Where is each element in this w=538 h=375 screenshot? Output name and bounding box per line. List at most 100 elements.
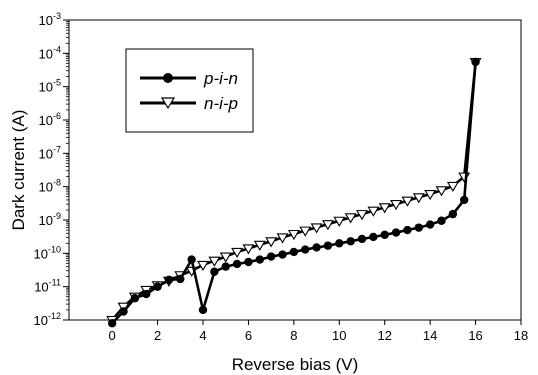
data-point-p-i-n: [437, 216, 446, 225]
data-point-n-i-p: [242, 244, 255, 255]
data-point-n-i-p: [390, 200, 403, 211]
data-point-p-i-n: [266, 252, 276, 261]
legend-box: [125, 48, 254, 133]
y-tick-base: 10: [39, 13, 53, 28]
y-tick-label: 10-6: [39, 111, 61, 128]
y-tick-base: 10: [39, 80, 53, 95]
data-point-n-i-p: [424, 190, 437, 201]
y-tick-label: 10-4: [39, 44, 61, 61]
data-point-n-i-p: [197, 260, 209, 271]
data-point-n-i-p: [446, 181, 459, 193]
y-tick-base: 10: [34, 246, 48, 261]
legend-marker-n-i-p: [160, 97, 176, 110]
y-tick-base: 10: [39, 46, 53, 61]
data-point-n-i-p: [276, 233, 289, 244]
data-point-p-i-n: [357, 234, 367, 244]
data-point-p-i-n: [301, 245, 310, 254]
data-point-p-i-n: [278, 250, 287, 259]
legend: p-i-n n-i-p: [125, 48, 254, 133]
data-point-p-i-n: [448, 209, 458, 219]
x-tick-label: 10: [332, 328, 346, 343]
data-point-n-i-p: [321, 220, 334, 231]
data-point-n-i-p: [219, 252, 232, 263]
data-point-p-i-n: [130, 294, 140, 303]
x-tick-label: 0: [109, 328, 116, 343]
y-tick-base: 10: [39, 213, 53, 228]
data-point-p-i-n: [335, 239, 344, 248]
y-tick-label: 10-9: [39, 211, 61, 228]
data-point-p-i-n: [232, 259, 242, 269]
y-tick-exponent: -6: [53, 111, 61, 121]
x-tick-label: 4: [199, 328, 206, 343]
data-point-n-i-p: [299, 226, 312, 237]
data-point-n-i-p: [253, 240, 266, 251]
data-point-p-i-n: [471, 57, 480, 67]
y-tick-base: 10: [39, 180, 53, 195]
x-tick-label: 2: [154, 328, 161, 343]
y-tick-exponent: -11: [49, 278, 61, 288]
data-point-p-i-n: [312, 243, 321, 252]
x-tick-label: 6: [245, 328, 252, 343]
legend-marker-p-i-n: [163, 73, 173, 83]
y-tick-label: 10-10: [34, 244, 61, 261]
data-point-n-i-p: [401, 196, 414, 207]
y-tick-exponent: -8: [53, 178, 61, 188]
x-axis-ticks: 0 2 4 6 8 10 12 14 16 18: [109, 320, 528, 343]
y-tick-exponent: -5: [53, 78, 61, 88]
data-point-p-i-n: [323, 241, 333, 250]
data-point-n-i-p: [287, 229, 300, 241]
data-point-n-i-p: [435, 186, 448, 197]
data-point-p-i-n: [425, 220, 435, 229]
data-point-p-i-n: [187, 255, 196, 264]
data-point-n-i-p: [367, 206, 380, 217]
x-tick-label: 14: [423, 328, 437, 343]
data-point-n-i-p: [378, 203, 391, 214]
data-point-p-i-n: [198, 305, 208, 315]
y-axis-ticks: 10-1210-1110-1010-910-810-710-610-510-41…: [34, 11, 69, 328]
legend-label-p-i-n: p-i-n: [203, 69, 238, 88]
y-axis-title: Dark current (A): [9, 110, 28, 231]
data-point-p-i-n: [414, 223, 423, 232]
y-tick-exponent: -4: [53, 44, 61, 54]
y-tick-exponent: -10: [48, 244, 61, 254]
data-point-p-i-n: [391, 228, 401, 237]
y-tick-label: 10-11: [34, 278, 61, 295]
series-layer: [106, 57, 482, 328]
y-tick-exponent: -3: [53, 11, 61, 21]
x-tick-label: 18: [514, 328, 528, 343]
y-tick-label: 10-3: [39, 11, 61, 28]
data-point-p-i-n: [403, 225, 412, 235]
y-tick-base: 10: [34, 313, 48, 328]
data-point-n-i-p: [208, 256, 221, 267]
data-point-n-i-p: [265, 237, 278, 248]
y-tick-label: 10-7: [39, 144, 61, 161]
data-point-n-i-p: [412, 193, 425, 204]
data-point-n-i-p: [231, 247, 244, 259]
data-point-p-i-n: [107, 319, 117, 328]
y-tick-exponent: -7: [53, 144, 61, 154]
data-point-p-i-n: [210, 267, 219, 276]
data-point-p-i-n: [244, 257, 253, 267]
y-tick-exponent: -12: [48, 311, 61, 321]
data-point-n-i-p: [333, 216, 346, 227]
data-point-p-i-n: [255, 255, 264, 264]
data-point-p-i-n: [289, 247, 299, 257]
y-tick-base: 10: [34, 280, 48, 295]
data-point-p-i-n: [153, 282, 162, 291]
y-tick-base: 10: [39, 113, 53, 128]
x-tick-label: 8: [290, 328, 297, 343]
data-point-n-i-p: [310, 223, 323, 234]
data-point-n-i-p: [356, 210, 368, 221]
data-point-p-i-n: [142, 289, 151, 299]
plot-frame: [68, 19, 522, 321]
data-point-p-i-n: [346, 237, 355, 246]
data-point-p-i-n: [119, 307, 128, 316]
x-tick-label: 16: [468, 328, 482, 343]
y-tick-label: 10-8: [39, 178, 61, 195]
data-point-n-i-p: [344, 213, 357, 224]
data-point-p-i-n: [460, 195, 469, 205]
legend-label-n-i-p: n-i-p: [204, 94, 238, 113]
data-point-p-i-n: [164, 275, 174, 285]
data-point-p-i-n: [369, 232, 378, 242]
